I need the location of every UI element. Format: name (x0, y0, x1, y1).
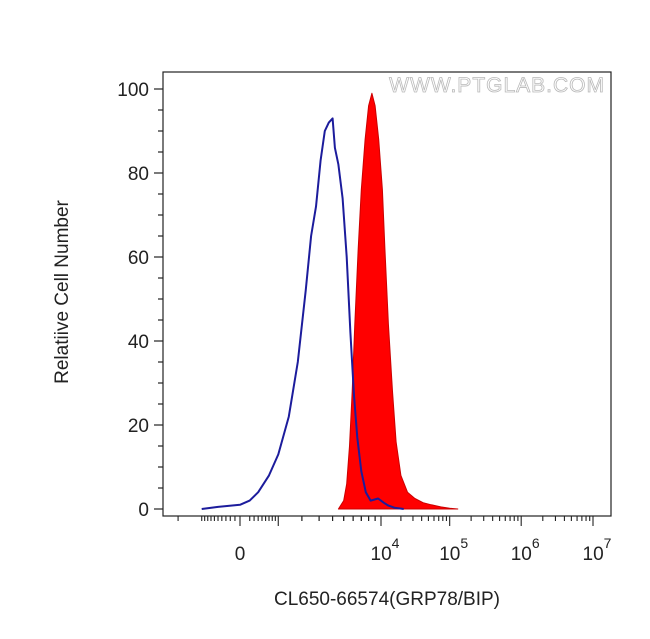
y-tick-label: 20 (128, 416, 149, 437)
y-tick-label: 80 (128, 164, 149, 185)
x-tick-label: 106 (511, 535, 540, 565)
plot-frame (162, 71, 612, 517)
y-tick-label: 0 (138, 500, 149, 521)
x-axis-ticks (177, 516, 594, 526)
y-tick-label: 40 (128, 332, 149, 353)
x-tick-label: 105 (439, 535, 468, 565)
series-layer (201, 92, 459, 510)
y-tick-label: 60 (128, 248, 149, 269)
y-tick-label: 100 (117, 80, 149, 101)
x-tick-label: 0 (235, 544, 246, 565)
x-tick-label: 104 (371, 535, 400, 565)
watermark: WWW.PTGLAB.COM (389, 74, 605, 97)
x-axis-tick-labels: 0 104 105 106 107 (235, 535, 612, 565)
y-axis-tick-labels: 0 20 40 60 80 100 (117, 80, 149, 521)
sample-histogram (337, 92, 459, 510)
x-tick-label: 107 (583, 535, 612, 565)
control-histogram (201, 117, 404, 510)
y-axis-ticks (154, 88, 163, 510)
y-axis-title: Relatiive Cell Number (52, 199, 73, 383)
x-axis-title: CL650-66574(GRP78/BIP) (274, 589, 500, 610)
